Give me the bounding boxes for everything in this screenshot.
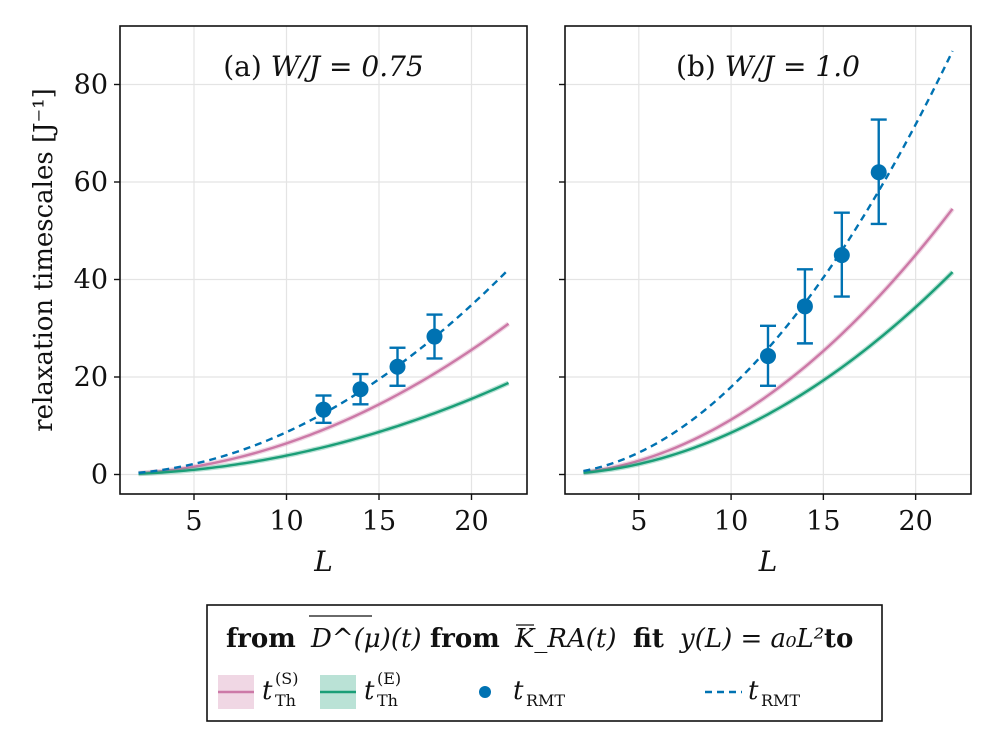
legend-entry-trmt-fit-sub: RMT (761, 691, 800, 710)
data-point-0 (315, 401, 332, 418)
x-tick-label-20: 20 (898, 506, 932, 537)
legend-entry-tth-e-sup: (E) (377, 669, 401, 688)
x-tick-label-10: 10 (269, 506, 303, 537)
legend-entry-tth-e: t (E) Th (320, 669, 401, 710)
legend-group1-expr: D^(μ)(t) (310, 624, 422, 654)
x-tick-label-5: 5 (630, 506, 647, 537)
series-line-0 (138, 322, 510, 475)
legend-group3-tail: to (824, 624, 853, 654)
legend-entry-trmt-fit-label: t (748, 676, 759, 706)
series-line-1 (583, 271, 954, 475)
data-point-1 (352, 381, 369, 398)
legend-entry-tth-e-sub: Th (377, 691, 398, 710)
panel-title-param: W/J = 1.0 (725, 50, 860, 83)
x-tick-label-5: 5 (185, 506, 202, 537)
y-tick-label-0: 0 (91, 460, 108, 491)
legend-entry-tth-s-sub: Th (275, 691, 296, 710)
x-tick-label-10: 10 (714, 506, 748, 537)
series-line-0 (583, 208, 954, 474)
data-point-1 (796, 298, 813, 315)
legend-entry-tth-e-label: t (364, 676, 375, 706)
legend-entry-tth-s-sup: (S) (275, 669, 298, 688)
legend-marker-point (479, 686, 491, 698)
y-tick-label-20: 20 (74, 362, 108, 393)
y-tick-label-40: 40 (74, 265, 108, 296)
x-axis-label: L (758, 545, 778, 578)
panel-title-param: W/J = 0.75 (271, 50, 424, 83)
axes-frame (564, 25, 972, 495)
legend-entry-tth-s: t (S) Th (218, 669, 298, 710)
legend-entry-trmt-points-sub: RMT (526, 691, 565, 710)
data-point-2 (833, 247, 850, 264)
panel-title: (b) W/J = 1.0 (676, 50, 860, 83)
data-point-3 (870, 164, 887, 181)
legend: from D^(μ)(t) from K_RA(t) fit y(L) = a₀… (206, 604, 883, 722)
x-axis-label: L (313, 545, 333, 578)
legend-entry-trmt-fit: t RMT (705, 676, 800, 710)
data-point-3 (426, 328, 443, 345)
y-tick-label-80: 80 (74, 70, 108, 101)
panel-title-prefix: (a) (223, 50, 270, 83)
x-tick-label-20: 20 (454, 506, 488, 537)
panel-title: (a) W/J = 0.75 (223, 50, 424, 83)
axes-frame (119, 25, 528, 495)
panel-title-prefix: (b) (676, 50, 725, 83)
y-axis-label: relaxation timescales [J⁻¹] (29, 88, 59, 432)
legend-entry-trmt-points-label: t (513, 676, 524, 706)
legend-group2-expr: K_RA(t) (514, 624, 617, 654)
y-tick-label-60: 60 (74, 167, 108, 198)
data-point-0 (760, 348, 776, 365)
legend-entry-trmt-points: t RMT (479, 676, 565, 710)
legend-group3-header: fit (633, 624, 664, 654)
panel-a: 5 10 15 20 0 20 40 60 80 L (a) W/J = 0.75 (74, 25, 528, 578)
legend-group1-header: from (226, 624, 296, 654)
series-line-1 (138, 381, 509, 475)
legend-group3-expr: y(L) = a₀L² (679, 624, 824, 654)
panel-b: 5 10 15 20 L (b) W/J = 1.0 (559, 25, 972, 578)
legend-entry-tth-s-label: t (262, 676, 273, 706)
series-line-2 (583, 50, 954, 473)
data-point-2 (389, 358, 406, 375)
legend-group2-header: from (430, 624, 500, 654)
x-tick-label-15: 15 (806, 506, 840, 537)
x-tick-label-15: 15 (362, 506, 396, 537)
legend-frame (206, 604, 883, 722)
